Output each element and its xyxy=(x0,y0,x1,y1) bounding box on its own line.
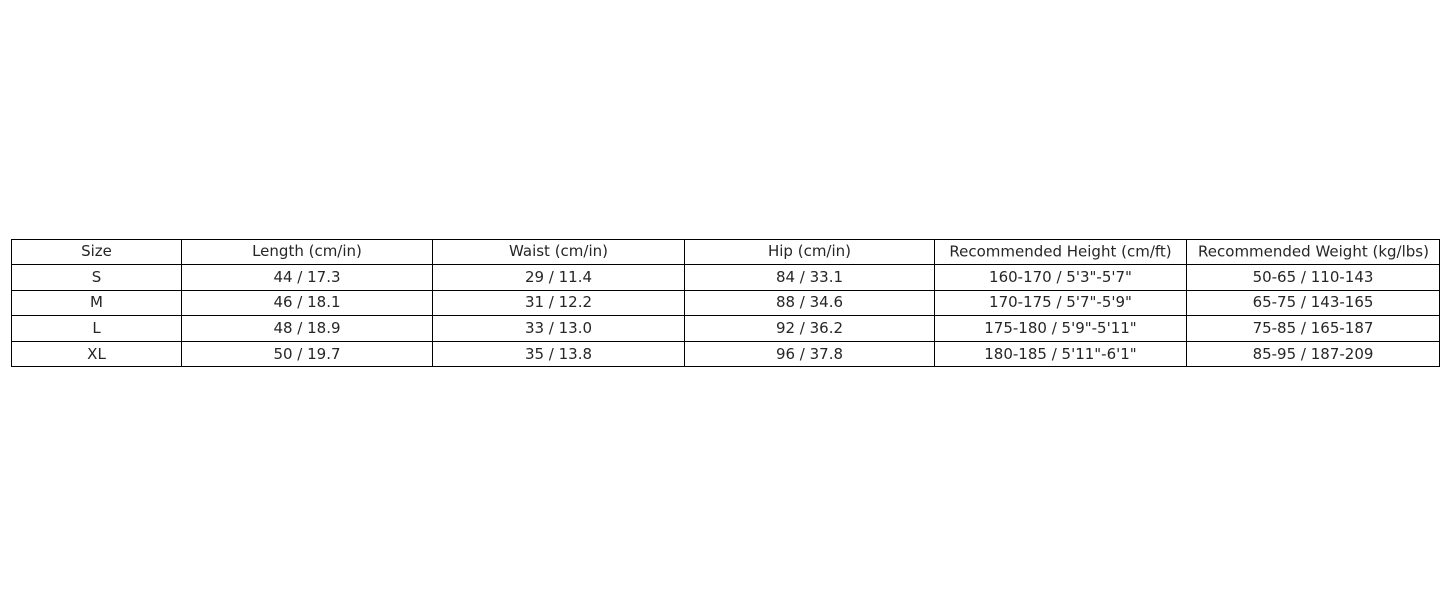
column-header-length: Length (cm/in) xyxy=(181,238,433,266)
cell-size: L xyxy=(11,315,182,342)
cell-recommended-height: 175-180 / 5'9"-5'11" xyxy=(934,315,1187,342)
cell-recommended-height: 180-185 / 5'11"-6'1" xyxy=(934,340,1187,368)
column-header-size: Size xyxy=(11,238,182,266)
cell-hip: 92 / 36.2 xyxy=(684,315,935,342)
cell-recommended-height: 170-175 / 5'7"-5'9" xyxy=(934,289,1187,317)
cell-size: S xyxy=(11,264,182,291)
cell-hip: 84 / 33.1 xyxy=(684,264,935,291)
column-header-recommended-height: Recommended Height (cm/ft) xyxy=(934,238,1187,266)
column-header-recommended-weight: Recommended Weight (kg/lbs) xyxy=(1186,238,1440,266)
table-row: XL 50 / 19.7 35 / 13.8 96 / 37.8 180-185… xyxy=(11,340,1440,368)
cell-hip: 96 / 37.8 xyxy=(684,340,935,368)
cell-recommended-weight: 50-65 / 110-143 xyxy=(1186,264,1440,291)
cell-length: 50 / 19.7 xyxy=(181,340,433,368)
cell-waist: 31 / 12.2 xyxy=(432,289,685,317)
size-chart-table: Size Length (cm/in) Waist (cm/in) Hip (c… xyxy=(11,238,1440,368)
cell-recommended-height: 160-170 / 5'3"-5'7" xyxy=(934,264,1187,291)
cell-hip: 88 / 34.6 xyxy=(684,289,935,317)
column-header-waist: Waist (cm/in) xyxy=(432,238,685,266)
table-row: L 48 / 18.9 33 / 13.0 92 / 36.2 175-180 … xyxy=(11,315,1440,342)
column-header-recommended-weight-text: Recommended Weight (kg/lbs) xyxy=(1197,242,1429,261)
column-header-hip: Hip (cm/in) xyxy=(684,238,935,266)
table-row: M 46 / 18.1 31 / 12.2 88 / 34.6 170-175 … xyxy=(11,289,1440,317)
cell-length: 48 / 18.9 xyxy=(181,315,433,342)
cell-recommended-weight: 65-75 / 143-165 xyxy=(1186,289,1440,317)
cell-recommended-weight: 75-85 / 165-187 xyxy=(1186,315,1440,342)
cell-size: XL xyxy=(11,340,182,368)
table-header: Size Length (cm/in) Waist (cm/in) Hip (c… xyxy=(11,238,1440,266)
table-row: S 44 / 17.3 29 / 11.4 84 / 33.1 160-170 … xyxy=(11,264,1440,291)
cell-length: 46 / 18.1 xyxy=(181,289,433,317)
cell-waist: 33 / 13.0 xyxy=(432,315,685,342)
table-body: S 44 / 17.3 29 / 11.4 84 / 33.1 160-170 … xyxy=(11,264,1440,368)
cell-waist: 35 / 13.8 xyxy=(432,340,685,368)
cell-waist: 29 / 11.4 xyxy=(432,264,685,291)
cell-recommended-weight: 85-95 / 187-209 xyxy=(1186,340,1440,368)
cell-size: M xyxy=(11,289,182,317)
cell-length: 44 / 17.3 xyxy=(181,264,433,291)
table-header-row: Size Length (cm/in) Waist (cm/in) Hip (c… xyxy=(11,238,1440,266)
column-header-recommended-height-text: Recommended Height (cm/ft) xyxy=(949,242,1172,261)
